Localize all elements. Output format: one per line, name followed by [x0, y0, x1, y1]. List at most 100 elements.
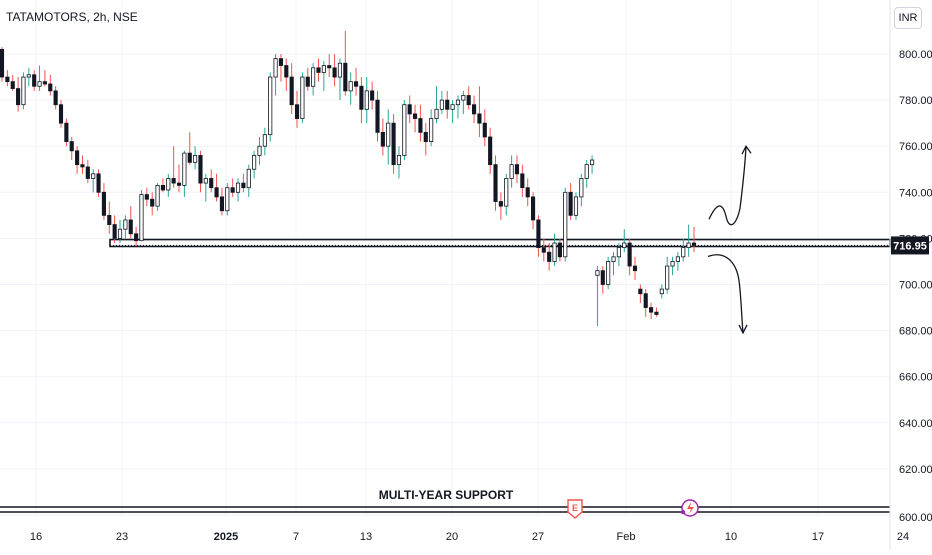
candle[interactable]	[552, 233, 557, 267]
candle[interactable]	[429, 109, 434, 147]
candle[interactable]	[681, 238, 686, 262]
candle[interactable]	[321, 60, 326, 91]
candle[interactable]	[423, 123, 428, 156]
candle[interactable]	[461, 90, 466, 114]
candle[interactable]	[520, 164, 525, 197]
candle[interactable]	[547, 243, 552, 271]
candle[interactable]	[300, 72, 305, 124]
candle[interactable]	[627, 238, 632, 276]
earnings-marker[interactable]: E	[567, 499, 583, 519]
candle[interactable]	[171, 146, 176, 188]
candle[interactable]	[294, 90, 300, 128]
candle[interactable]	[482, 109, 487, 147]
candle[interactable]	[616, 243, 621, 267]
candle[interactable]	[386, 109, 391, 165]
candle[interactable]	[536, 215, 541, 257]
candle[interactable]	[209, 169, 214, 193]
candle[interactable]	[407, 95, 412, 124]
candle[interactable]	[691, 226, 697, 253]
candle[interactable]	[364, 77, 369, 124]
candle[interactable]	[316, 58, 321, 82]
candle[interactable]	[568, 183, 573, 220]
candle[interactable]	[85, 160, 90, 184]
candle[interactable]	[91, 169, 96, 193]
candle[interactable]	[412, 104, 418, 133]
candle[interactable]	[42, 70, 47, 87]
candle[interactable]	[139, 189, 144, 242]
candle[interactable]	[123, 215, 128, 239]
candle[interactable]	[214, 173, 219, 202]
candle[interactable]	[450, 100, 455, 124]
candle[interactable]	[606, 256, 611, 290]
candle[interactable]	[343, 30, 348, 96]
candle[interactable]	[375, 90, 380, 142]
candle[interactable]	[686, 224, 691, 257]
candle[interactable]	[193, 146, 198, 170]
candle[interactable]	[273, 54, 278, 96]
candle[interactable]	[611, 252, 616, 276]
candle[interactable]	[225, 183, 230, 216]
candle[interactable]	[498, 192, 503, 220]
candle[interactable]	[563, 187, 568, 262]
candle[interactable]	[595, 266, 600, 326]
candle[interactable]	[488, 127, 493, 174]
candle[interactable]	[262, 127, 267, 156]
candle[interactable]	[5, 70, 10, 87]
candle[interactable]	[584, 160, 589, 188]
candle[interactable]	[541, 238, 546, 262]
candle[interactable]	[117, 219, 123, 244]
candle[interactable]	[128, 206, 133, 239]
candle[interactable]	[531, 192, 536, 230]
candle[interactable]	[21, 72, 26, 110]
candle[interactable]	[493, 155, 498, 211]
candle[interactable]	[75, 146, 80, 174]
candle[interactable]	[64, 118, 69, 147]
candle[interactable]	[107, 201, 112, 234]
candle[interactable]	[203, 173, 208, 202]
candle[interactable]	[573, 192, 579, 220]
candle[interactable]	[622, 229, 627, 253]
candle[interactable]	[278, 54, 284, 82]
candle[interactable]	[659, 284, 664, 299]
candle[interactable]	[144, 187, 149, 207]
candle[interactable]	[134, 226, 139, 246]
candle[interactable]	[359, 77, 364, 124]
candle[interactable]	[311, 63, 316, 96]
candle[interactable]	[643, 289, 648, 317]
candle[interactable]	[48, 74, 53, 96]
candle[interactable]	[418, 104, 423, 142]
candle[interactable]	[150, 192, 155, 216]
event-marker[interactable]	[680, 499, 699, 517]
candle[interactable]	[590, 155, 595, 174]
candle[interactable]	[327, 54, 332, 78]
candle[interactable]	[252, 150, 257, 179]
candle[interactable]	[337, 58, 343, 101]
candle[interactable]	[525, 178, 530, 207]
candle[interactable]	[509, 155, 514, 188]
candle[interactable]	[348, 72, 353, 105]
candle[interactable]	[16, 77, 21, 112]
candle[interactable]	[466, 86, 471, 110]
candle[interactable]	[187, 132, 192, 165]
candle[interactable]	[10, 74, 15, 91]
candle[interactable]	[230, 178, 235, 197]
candle[interactable]	[514, 155, 520, 184]
candle[interactable]	[477, 86, 482, 137]
candle[interactable]	[380, 118, 385, 156]
candle[interactable]	[439, 90, 444, 114]
candle[interactable]	[600, 266, 605, 294]
candle[interactable]	[219, 187, 225, 216]
candle[interactable]	[434, 86, 439, 124]
candle[interactable]	[268, 72, 273, 142]
candle[interactable]	[471, 95, 477, 124]
candle[interactable]	[670, 256, 675, 276]
candle[interactable]	[391, 113, 396, 174]
candle[interactable]	[112, 215, 117, 244]
candle[interactable]	[182, 150, 187, 197]
candle[interactable]	[504, 173, 509, 216]
candle[interactable]	[632, 256, 638, 280]
candle[interactable]	[402, 100, 407, 161]
candle[interactable]	[101, 183, 106, 220]
